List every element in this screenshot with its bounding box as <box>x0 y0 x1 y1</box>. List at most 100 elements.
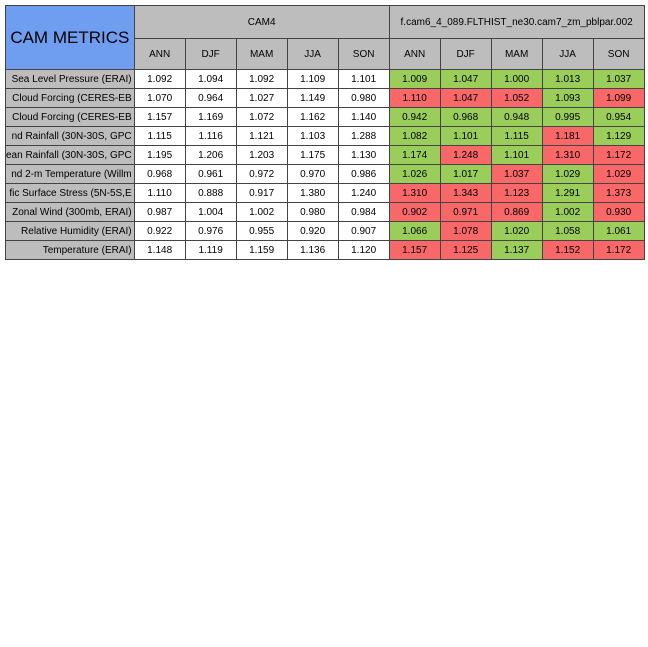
metric-name-cell: Sea Level Pressure (ERAI) <box>5 69 135 89</box>
test-value-cell: 1.020 <box>490 221 543 241</box>
table-row: ean Rainfall (30N-30S, GPC 1.195 1.206 1.20… <box>5 145 645 165</box>
cam4-value-cell: 0.972 <box>235 164 288 184</box>
cam4-value-cell: 1.116 <box>184 126 237 146</box>
cam4-value-cell: 0.980 <box>286 202 339 222</box>
metric-name-cell: ean Rainfall (30N-30S, GPC <box>5 145 135 165</box>
season-header: DJF <box>184 38 237 70</box>
metric-name: nd 2-m Temperature (Willm <box>11 168 132 180</box>
test-value-cell: 1.099 <box>592 88 645 108</box>
test-value-cell: 1.029 <box>592 164 645 184</box>
cam-metrics-table: CAM METRICS CAM4 f.cam6_4_089.FLTHIST_ne… <box>5 5 645 260</box>
cam4-value-cell: 1.240 <box>337 183 390 203</box>
test-value-cell: 1.157 <box>388 240 441 260</box>
season-header: SON <box>337 38 390 70</box>
metric-name-cell: Cloud Forcing (CERES-EB <box>5 107 135 127</box>
cam4-value-cell: 1.288 <box>337 126 390 146</box>
test-value-cell: 1.310 <box>388 183 441 203</box>
metrics-body: Sea Level Pressure (ERAI) 1.092 1.094 1.092… <box>5 69 645 260</box>
cam4-value-cell: 1.169 <box>184 107 237 127</box>
cam4-value-cell: 1.002 <box>235 202 288 222</box>
metric-name-cell: Temperature (ERAI) <box>5 240 135 260</box>
metric-name: Zonal Wind (300mb, ERAI) <box>12 206 132 218</box>
table-title: CAM METRICS <box>5 5 135 70</box>
cam4-value-cell: 1.130 <box>337 145 390 165</box>
test-value-cell: 1.110 <box>388 88 441 108</box>
season-header: ANN <box>133 38 186 70</box>
test-value-cell: 1.137 <box>490 240 543 260</box>
table-row: Cloud Forcing (CERES-EB 1.157 1.169 1.072 1.… <box>5 107 645 127</box>
table-row: nd Rainfall (30N-30S, GPC 1.115 1.116 1.121… <box>5 126 645 146</box>
test-value-cell: 0.954 <box>592 107 645 127</box>
cam4-value-cell: 1.110 <box>133 183 186 203</box>
test-value-cell: 1.002 <box>541 202 594 222</box>
cam4-value-cell: 1.119 <box>184 240 237 260</box>
cam4-value-cell: 0.970 <box>286 164 339 184</box>
test-value-cell: 1.037 <box>490 164 543 184</box>
test-value-cell: 1.061 <box>592 221 645 241</box>
test-value-cell: 1.172 <box>592 145 645 165</box>
test-value-cell: 1.037 <box>592 69 645 89</box>
test-value-cell: 1.082 <box>388 126 441 146</box>
cam4-value-cell: 1.101 <box>337 69 390 89</box>
cam4-value-cell: 1.203 <box>235 145 288 165</box>
test-value-cell: 1.115 <box>490 126 543 146</box>
cam4-value-cell: 0.961 <box>184 164 237 184</box>
test-value-cell: 1.029 <box>541 164 594 184</box>
cam4-value-cell: 0.922 <box>133 221 186 241</box>
table-row: Zonal Wind (300mb, ERAI) 0.987 1.004 1.002 0… <box>5 202 645 222</box>
metric-name: Cloud Forcing (CERES-EB <box>12 111 132 123</box>
cam4-value-cell: 1.148 <box>133 240 186 260</box>
test-value-cell: 1.013 <box>541 69 594 89</box>
cam4-value-cell: 0.888 <box>184 183 237 203</box>
cam4-value-cell: 1.004 <box>184 202 237 222</box>
metric-name: Cloud Forcing (CERES-EB <box>12 92 132 104</box>
cam4-value-cell: 1.175 <box>286 145 339 165</box>
test-value-cell: 1.181 <box>541 126 594 146</box>
table-row: nd 2-m Temperature (Willm 0.968 0.961 0.972… <box>5 164 645 184</box>
cam4-value-cell: 0.980 <box>337 88 390 108</box>
cam4-value-cell: 1.092 <box>133 69 186 89</box>
cam4-value-cell: 1.121 <box>235 126 288 146</box>
cam4-value-cell: 0.984 <box>337 202 390 222</box>
cam4-value-cell: 0.955 <box>235 221 288 241</box>
test-value-cell: 1.125 <box>439 240 492 260</box>
cam4-value-cell: 1.109 <box>286 69 339 89</box>
cam4-value-cell: 1.094 <box>184 69 237 89</box>
test-value-cell: 1.343 <box>439 183 492 203</box>
metric-name: nd Rainfall (30N-30S, GPC <box>11 130 132 142</box>
cam4-value-cell: 0.987 <box>133 202 186 222</box>
test-value-cell: 1.058 <box>541 221 594 241</box>
cam4-value-cell: 1.115 <box>133 126 186 146</box>
test-value-cell: 0.869 <box>490 202 543 222</box>
test-value-cell: 1.101 <box>439 126 492 146</box>
cam4-value-cell: 1.092 <box>235 69 288 89</box>
cam4-value-cell: 0.907 <box>337 221 390 241</box>
metric-name-cell: nd 2-m Temperature (Willm <box>5 164 135 184</box>
test-value-cell: 1.174 <box>388 145 441 165</box>
test-value-cell: 1.078 <box>439 221 492 241</box>
season-header: SON <box>592 38 645 70</box>
cam4-value-cell: 0.920 <box>286 221 339 241</box>
cam4-value-cell: 1.159 <box>235 240 288 260</box>
cam4-value-cell: 1.027 <box>235 88 288 108</box>
cam4-value-cell: 1.157 <box>133 107 186 127</box>
metric-name-cell: fic Surface Stress (5N-5S,E <box>5 183 135 203</box>
test-value-cell: 0.971 <box>439 202 492 222</box>
cam4-value-cell: 1.072 <box>235 107 288 127</box>
cam4-value-cell: 0.968 <box>133 164 186 184</box>
test-value-cell: 1.123 <box>490 183 543 203</box>
season-header-row: ANN DJF MAM JJA SON ANN DJF MAM JJA SON <box>6 38 645 70</box>
test-value-cell: 1.129 <box>592 126 645 146</box>
table-row: Relative Humidity (ERAI) 0.922 0.976 0.955 0… <box>5 221 645 241</box>
test-value-cell: 1.152 <box>541 240 594 260</box>
test-value-cell: 0.968 <box>439 107 492 127</box>
test-value-cell: 0.942 <box>388 107 441 127</box>
test-value-cell: 1.000 <box>490 69 543 89</box>
cam4-value-cell: 1.103 <box>286 126 339 146</box>
group-header-test-case: f.cam6_4_089.FLTHIST_ne30.cam7_zm_pblpar… <box>388 5 645 39</box>
season-header: ANN <box>388 38 441 70</box>
test-value-cell: 1.373 <box>592 183 645 203</box>
season-header: MAM <box>235 38 288 70</box>
test-value-cell: 1.291 <box>541 183 594 203</box>
test-value-cell: 1.310 <box>541 145 594 165</box>
